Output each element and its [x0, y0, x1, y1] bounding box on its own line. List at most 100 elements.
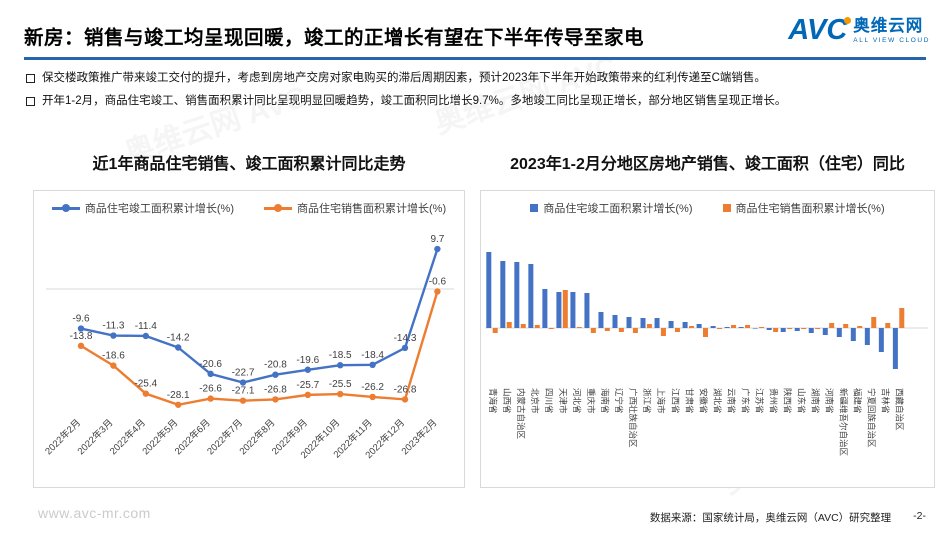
bar: [850, 328, 856, 341]
x-axis-label: 福建省: [853, 388, 863, 414]
data-point: [337, 362, 344, 369]
line-marker-icon: [264, 204, 292, 212]
logo-avc-icon: AVC: [788, 15, 852, 45]
bar: [808, 328, 814, 333]
bar: [632, 328, 638, 333]
bar: [724, 327, 730, 328]
x-axis-label: 四川省: [544, 388, 554, 414]
data-label: -20.6: [199, 359, 222, 370]
bar: [780, 328, 786, 332]
bullet-item: 保交楼政策推广带来竣工交付的提升，考虑到房地产交房对家电购买的滞后周期因素，预计…: [26, 71, 931, 86]
x-axis-label: 甘肃省: [684, 388, 694, 414]
data-point: [207, 370, 214, 378]
bar: [738, 327, 744, 328]
header-divider: [24, 57, 926, 60]
data-label: -26.8: [394, 384, 417, 395]
bar: [892, 328, 898, 369]
bar-chart-svg: 青海省 山西省 内蒙古自治区 北京市 四川省 天津市 河北省 重庆市 海南省 辽宁省 广西壮族自治区…: [485, 252, 928, 457]
data-label: -25.4: [134, 379, 157, 390]
data-label: -0.6: [429, 276, 447, 287]
x-axis-label: 江西省: [670, 388, 680, 414]
data-point: [207, 395, 214, 402]
bar: [717, 328, 723, 329]
x-axis-label: 河北省: [572, 388, 582, 414]
bar: [626, 317, 632, 328]
square-bullet-icon: [26, 74, 35, 83]
bullet-text: 保交楼政策推广带来竣工交付的提升，考虑到房地产交房对家电购买的滞后周期因素，预计…: [42, 72, 766, 84]
x-axis-label: 山东省: [796, 388, 806, 414]
bar-chart-title: 2023年1-2月分地区房地产销售、竣工面积（住宅）同比: [510, 156, 905, 173]
x-axis-label: 陕西省: [782, 388, 792, 414]
data-source: 数据来源：国家统计局，奥维云网（AVC）研究整理: [649, 512, 892, 524]
x-axis-label: 2023年2月: [399, 417, 440, 458]
data-point: [175, 344, 182, 351]
data-point: [272, 371, 279, 378]
square-marker-icon: [530, 204, 539, 212]
line-chart-panel: 商品住宅竣工面积累计增长(%) 商品住宅销售面积累计增长(%) 2022年2月 2…: [33, 190, 465, 488]
data-label: -14.3: [394, 333, 417, 344]
bar: [556, 292, 562, 328]
data-point: [369, 361, 376, 369]
bar: [548, 328, 554, 329]
data-point: [175, 401, 182, 408]
x-axis-label: 北京市: [530, 388, 540, 414]
bar-chart-panel: 商品住宅竣工面积累计增长(%) 商品住宅销售面积累计增长(%) 青海省 山西省 内蒙…: [480, 190, 935, 488]
bar: [696, 324, 702, 328]
bar: [822, 328, 828, 335]
x-axis-label: 上海市: [656, 388, 666, 414]
legend-label: 商品住宅竣工面积累计增长(%): [543, 203, 693, 215]
legend-label: 商品住宅竣工面积累计增长(%): [84, 203, 234, 215]
bar: [688, 326, 694, 328]
data-label: -19.6: [296, 355, 319, 366]
bar: [492, 328, 498, 333]
data-label: -25.5: [329, 379, 352, 390]
data-point: [401, 396, 409, 403]
summary-bullets: 保交楼政策推广带来竣工交付的提升，考虑到房地产交房对家电购买的滞后周期因素，预计…: [26, 71, 931, 117]
bar: [520, 324, 526, 328]
x-axis-label: 湖北省: [712, 388, 722, 414]
legend-label: 商品住宅销售面积累计增长(%): [297, 203, 447, 215]
data-point: [110, 362, 117, 369]
bullet-text: 开年1-2月，商品住宅竣工、销售面积累计同比呈现明显回暖趋势，竣工面积同比增长9…: [42, 95, 787, 107]
legend-item-completion: 商品住宅竣工面积累计增长(%): [530, 200, 693, 216]
x-axis-label: 重庆市: [586, 388, 596, 414]
x-axis-label: 河南省: [824, 388, 834, 414]
bar: [660, 328, 666, 336]
data-label: -20.8: [264, 360, 287, 371]
bar: [646, 324, 652, 328]
x-axis-label: 天津市: [558, 388, 568, 414]
data-label: -18.6: [102, 351, 125, 362]
legend-label: 商品住宅销售面积累计增长(%): [735, 203, 885, 215]
bar: [731, 325, 737, 328]
bar-chart-legend: 商品住宅竣工面积累计增长(%) 商品住宅销售面积累计增长(%): [481, 200, 934, 216]
data-label: -27.1: [232, 386, 255, 397]
bar: [668, 321, 674, 328]
data-label: -9.6: [72, 314, 90, 325]
bar: [871, 317, 877, 328]
bar: [766, 328, 772, 330]
bar: [590, 328, 596, 333]
data-label: -28.1: [167, 390, 190, 401]
bar: [486, 252, 492, 328]
bar: [759, 327, 765, 328]
series-line: [80, 248, 439, 384]
bar: [843, 324, 849, 328]
data-point: [304, 366, 311, 373]
x-axis-label: 海南省: [600, 388, 610, 414]
bar: [674, 328, 680, 332]
bullet-item: 开年1-2月，商品住宅竣工、销售面积累计同比呈现明显回暖趋势，竣工面积同比增长9…: [26, 94, 931, 109]
x-axis-label: 江苏省: [754, 388, 764, 414]
x-axis-label: 湖南省: [810, 388, 820, 414]
bar: [710, 326, 716, 328]
bar: [682, 322, 688, 328]
data-label: -18.4: [361, 350, 384, 361]
x-axis-label: 西藏自治区: [895, 388, 905, 431]
bar: [500, 261, 506, 328]
bar: [794, 328, 800, 331]
x-axis-label: 内蒙古自治区: [516, 388, 526, 440]
data-label: -11.4: [135, 321, 157, 332]
x-axis-label: 浙江省: [642, 388, 652, 414]
bar: [640, 318, 646, 328]
data-point: [239, 379, 247, 386]
bar: [864, 328, 870, 345]
